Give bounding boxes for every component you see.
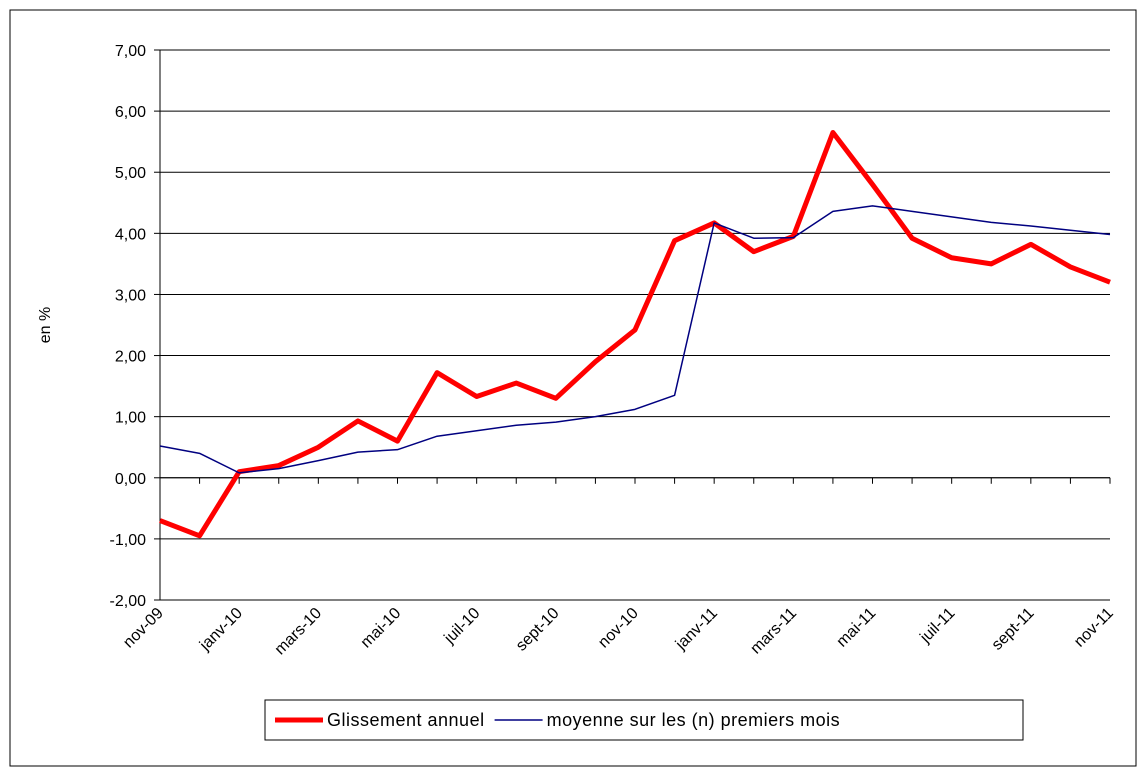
y-tick-label: 2,00 — [115, 349, 146, 366]
y-tick-label: -2,00 — [110, 593, 147, 610]
y-tick-label: -1,00 — [110, 532, 147, 549]
legend-box — [264, 699, 1024, 741]
line-series — [159, 130, 1111, 539]
chart-frame — [9, 9, 1137, 767]
legend-label: moyenne sur les (n) premiers mois — [547, 710, 841, 730]
y-tick-label: 3,00 — [115, 287, 146, 304]
y-tick-label: 7,00 — [115, 43, 146, 60]
y-tick-label: 1,00 — [115, 410, 146, 427]
legend-label: Glissement annuel — [327, 710, 485, 730]
line-series — [159, 205, 1111, 474]
y-tick-label: 5,00 — [115, 165, 146, 182]
y-axis-label: en % — [37, 307, 54, 343]
y-tick-label: 0,00 — [115, 471, 146, 488]
y-tick-label: 6,00 — [115, 104, 146, 121]
y-tick-label: 4,00 — [115, 226, 146, 243]
